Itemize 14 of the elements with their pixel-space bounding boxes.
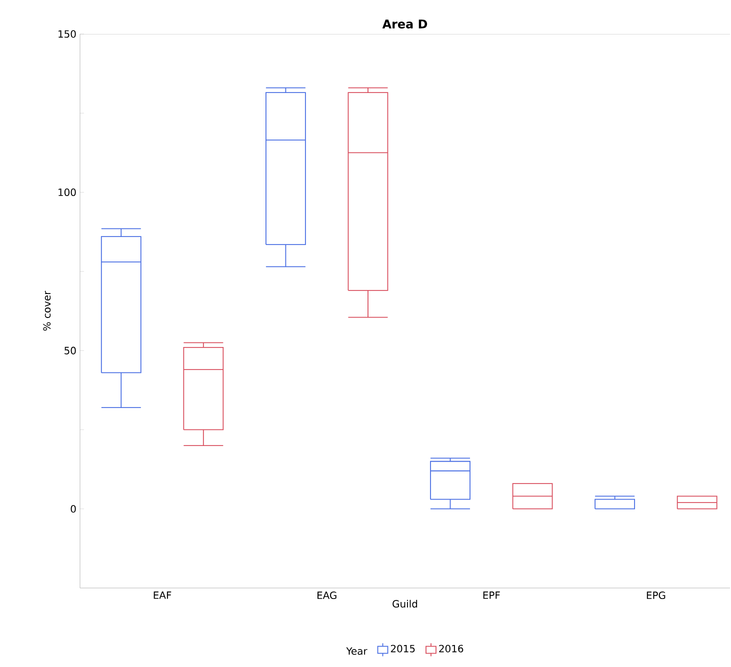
chart-title: Area D bbox=[382, 20, 428, 28]
y-tick-label: 150 bbox=[58, 30, 76, 38]
x-tick-label: EAF bbox=[154, 592, 172, 599]
legend-label: 2015 bbox=[390, 644, 415, 652]
y-tick-label: 50 bbox=[64, 346, 76, 354]
y-tick-label: 0 bbox=[70, 505, 76, 513]
x-tick-label: EPF bbox=[483, 592, 500, 599]
legend-label: 2016 bbox=[439, 644, 464, 652]
x-tick-label: EPG bbox=[646, 592, 666, 600]
x-tick-label: EAG bbox=[317, 592, 336, 600]
legend-title: Year bbox=[346, 647, 368, 655]
y-axis-title: % cover bbox=[43, 290, 51, 331]
y-tick-label: 100 bbox=[58, 188, 76, 196]
x-axis-title: Guild bbox=[392, 600, 418, 608]
